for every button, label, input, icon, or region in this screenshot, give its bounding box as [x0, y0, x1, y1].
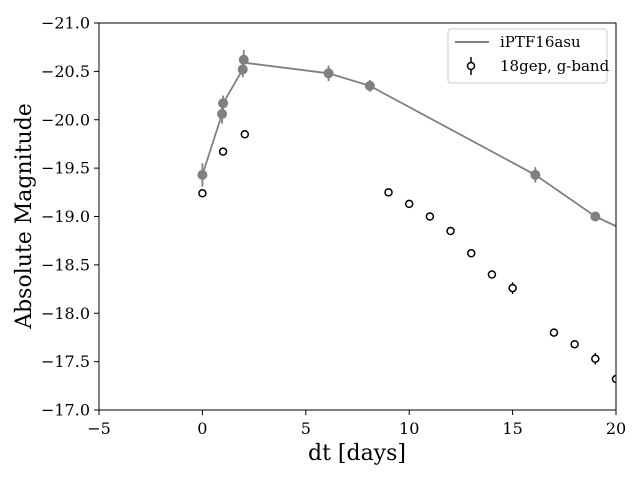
axis-ticks: −5 0 5 10 15 20 −17.0 −17.5 −18.0 −18.5 −19.0 −19.5… [41, 14, 626, 439]
data-point-18gep [508, 283, 517, 293]
legend: iPTF16asu 18gep, g-band [447, 28, 610, 84]
data-point-18gep [549, 328, 559, 337]
data-point-iptf16asu [218, 98, 229, 109]
y-tick-label: −19.0 [41, 207, 90, 226]
data-point-iptf16asu [323, 68, 334, 79]
data-point-iptf16asu [364, 80, 375, 91]
x-tick-label: 15 [502, 419, 522, 438]
x-tick-label: 20 [606, 419, 626, 438]
data-point-18gep [446, 226, 455, 236]
data-point-18gep [591, 354, 600, 363]
y-tick-label: −21.0 [41, 14, 90, 33]
legend-label-series-2: 18gep, g-band [500, 57, 610, 75]
y-tick-label: −17.5 [41, 352, 90, 371]
data-point-iptf16asu [217, 108, 228, 119]
data-point-iptf16asu [530, 169, 541, 180]
data-point-18gep [611, 374, 616, 384]
y-tick-label: −17.0 [41, 401, 90, 420]
data-point-18gep [570, 339, 579, 349]
x-tick-label: −5 [87, 419, 111, 438]
data-point-18gep [404, 199, 414, 209]
data-point-iptf16asu [237, 64, 248, 75]
y-tick-label: −20.5 [41, 62, 90, 81]
x-tick-label: 10 [399, 419, 419, 438]
x-axis-label: dt [days] [308, 441, 406, 466]
y-axis-label: Absolute Magnitude [12, 103, 37, 330]
x-tick-label: 5 [301, 419, 311, 438]
data-point-18gep [240, 130, 250, 139]
data-point-18gep [487, 270, 497, 279]
y-tick-label: −20.0 [41, 110, 90, 129]
data-point-18gep [198, 189, 207, 198]
data-point-18gep [384, 188, 393, 197]
data-point-iptf16asu [238, 54, 249, 65]
x-tick-label: 0 [197, 419, 207, 438]
data-point-18gep [218, 147, 228, 156]
data-point-18gep [425, 212, 435, 221]
legend-open-circle-marker [466, 61, 476, 71]
y-tick-label: −18.0 [41, 304, 90, 323]
data-point-18gep [466, 249, 476, 258]
y-tick-label: −18.5 [41, 255, 90, 274]
data-point-iptf16asu [197, 169, 208, 180]
y-tick-label: −19.5 [41, 159, 90, 178]
plot-data [197, 50, 616, 384]
data-point-iptf16asu [590, 211, 601, 222]
legend-label-series-1: iPTF16asu [500, 33, 581, 51]
